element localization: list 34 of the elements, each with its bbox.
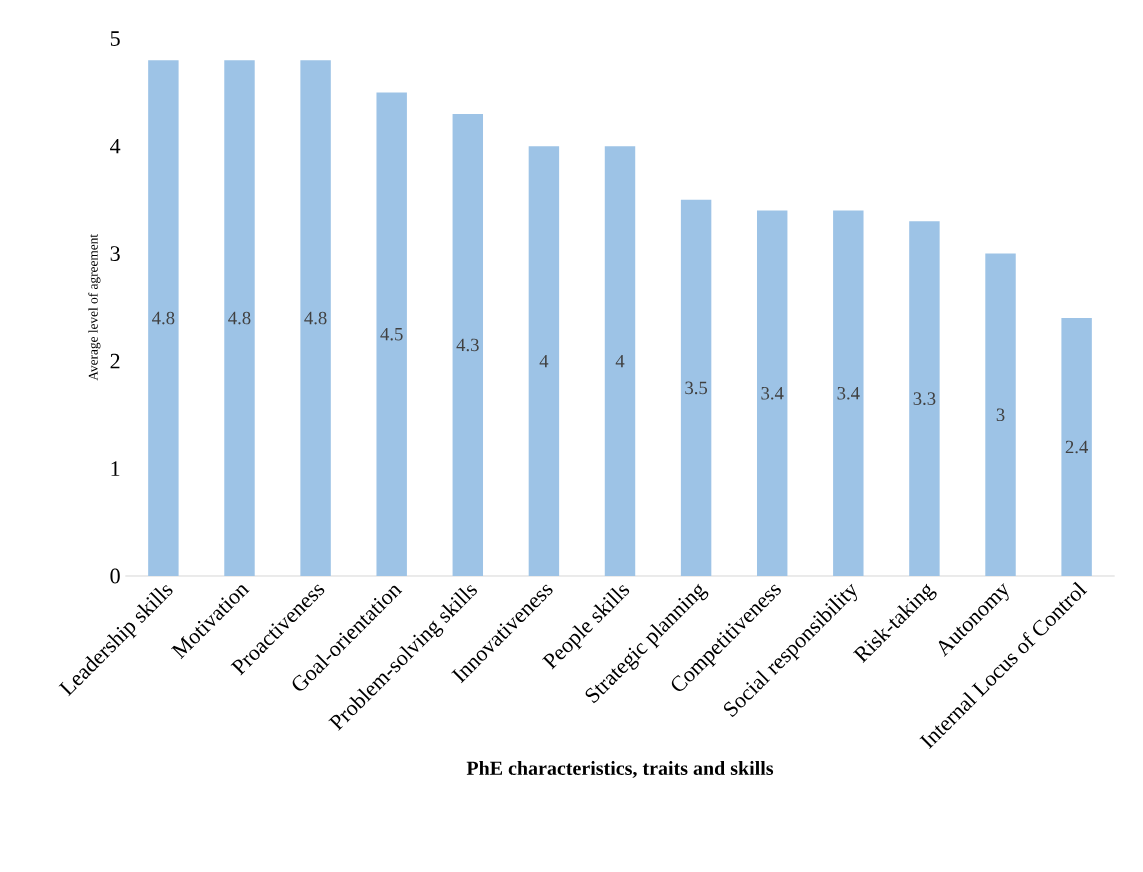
data-label: 4 [539, 354, 549, 368]
bar [680, 199, 712, 576]
x-axis-title: PhE characteristics, traits and skills [466, 760, 774, 778]
y-tick-label: 5 [110, 31, 120, 46]
data-label: 4.8 [228, 311, 251, 325]
y-tick-label: 3 [110, 246, 120, 261]
bar [756, 210, 788, 576]
bar [604, 146, 636, 576]
y-axis-title: Average level of agreement [88, 234, 101, 381]
bar [985, 253, 1016, 576]
bar [909, 221, 940, 576]
data-label: 2.4 [1065, 440, 1089, 454]
bar [452, 113, 484, 576]
bar [528, 146, 560, 576]
bar [833, 210, 864, 576]
bar [224, 60, 255, 576]
data-label: 3.3 [913, 392, 936, 405]
bar [148, 60, 179, 576]
data-label: 3.4 [837, 386, 860, 400]
data-label: 4.8 [304, 311, 327, 325]
data-label: 4 [615, 354, 625, 368]
bar [376, 92, 407, 576]
bar [1061, 318, 1092, 576]
data-label: 3.4 [761, 386, 784, 400]
y-tick-label: 0 [110, 568, 120, 584]
data-label: 3 [996, 408, 1005, 422]
y-tick-label: 4 [110, 138, 121, 154]
data-label: 4.5 [380, 327, 403, 341]
data-label: 4.3 [456, 338, 479, 352]
data-label: 4.8 [152, 311, 175, 325]
y-tick-label: 2 [110, 353, 120, 369]
data-label: 3.5 [685, 381, 708, 395]
bar [300, 60, 331, 576]
y-tick-label: 1 [111, 461, 120, 476]
